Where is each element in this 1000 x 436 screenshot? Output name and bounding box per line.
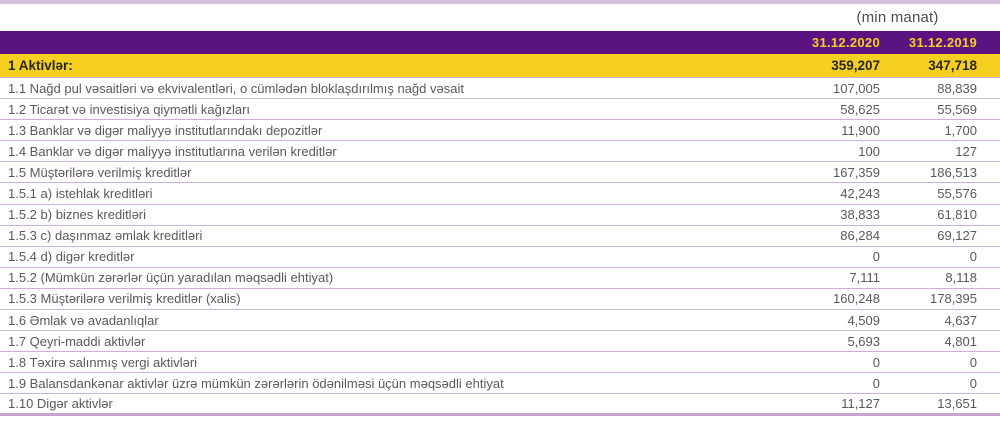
assets-total-row: 1 Aktivlər: 359,207 347,718: [0, 54, 1000, 77]
cell-2019: 178,395: [930, 291, 977, 307]
cell-2019: 61,810: [937, 207, 977, 223]
row-label: 1.5.4 d) digər kreditlər: [8, 249, 135, 265]
row-label: 1.10 Digər aktivlər: [8, 395, 113, 411]
cell-2020: 4,509: [847, 312, 880, 328]
cell-2020: 42,243: [840, 186, 880, 202]
row-label: 1.5.2 (Mümkün zərərlər üçün yaradılan mə…: [8, 270, 334, 286]
table-row: 1.5.4 d) digər kreditlər 0 0: [0, 247, 1000, 268]
table-row: 1.5.2 b) biznes kreditləri 38,833 61,810: [0, 205, 1000, 226]
table-row: 1.3 Banklar və digər maliyyə institutlar…: [0, 120, 1000, 142]
cell-2020: 58,625: [840, 101, 880, 117]
cell-2019: 69,127: [937, 228, 977, 244]
table-row: 1.1 Nağd pul vəsaitləri və ekvivalentlər…: [0, 78, 1000, 100]
table-row: 1.8 Təxirə salınmış vergi aktivləri 0 0: [0, 352, 1000, 374]
assets-total-value-2020: 359,207: [831, 58, 880, 73]
row-label: 1.5.3 c) daşınmaz əmlak kreditləri: [8, 228, 203, 244]
table-row: 1.5.3 Müştərilərə verilmiş kreditlər (xa…: [0, 289, 1000, 311]
top-divider: [0, 0, 1000, 4]
cell-2019: 4,801: [944, 333, 977, 349]
cell-2020: 160,248: [833, 291, 880, 307]
row-label: 1.2 Ticarət və investisiya qiymətli kağı…: [8, 101, 251, 117]
table-row: 1.5 Müştərilərə verilmiş kreditlər 167,3…: [0, 162, 1000, 184]
table-body: 1.1 Nağd pul vəsaitləri və ekvivalentlər…: [0, 77, 1000, 416]
column-header-2019: 31.12.2019: [908, 35, 977, 50]
table-row: 1.6 Əmlak və avadanlıqlar 4,509 4,637: [0, 310, 1000, 332]
cell-2020: 7,111: [849, 270, 880, 286]
row-label: 1.5.2 b) biznes kreditləri: [8, 207, 147, 223]
table-row: 1.5.2 (Mümkün zərərlər üçün yaradılan mə…: [0, 268, 1000, 289]
table-row: 1.7 Qeyri-maddi aktivlər 5,693 4,801: [0, 331, 1000, 353]
cell-2019: 0: [969, 249, 977, 265]
table-header-row: 31.12.2020 31.12.2019: [0, 31, 1000, 54]
cell-2020: 11,127: [841, 395, 880, 411]
cell-2020: 167,359: [833, 164, 880, 180]
cell-2019: 1,700: [944, 122, 977, 138]
cell-2019: 0: [969, 375, 977, 391]
cell-2020: 38,833: [840, 207, 880, 223]
cell-2020: 107,005: [833, 80, 880, 96]
row-label: 1.5 Müştərilərə verilmiş kreditlər: [8, 164, 192, 180]
cell-2019: 55,569: [937, 101, 977, 117]
row-label: 1.4 Banklar və digər maliyyə institutlar…: [8, 143, 337, 159]
row-label: 1.9 Balansdankənar aktivlər üzrə mümkün …: [8, 375, 504, 391]
unit-note-row: (min manat): [0, 4, 1000, 31]
cell-2020: 0: [872, 375, 880, 391]
cell-2019: 88,839: [937, 80, 977, 96]
table-row: 1.5.1 a) istehlak kreditləri 42,243 55,5…: [0, 183, 1000, 205]
row-label: 1.7 Qeyri-maddi aktivlər: [8, 333, 146, 349]
cell-2019: 4,637: [944, 312, 977, 328]
row-label: 1.8 Təxirə salınmış vergi aktivləri: [8, 354, 198, 370]
cell-2020: 0: [872, 354, 880, 370]
cell-2020: 100: [858, 143, 880, 159]
row-label: 1.5.3 Müştərilərə verilmiş kreditlər (xa…: [8, 291, 241, 307]
column-header-2020: 31.12.2020: [811, 35, 880, 50]
cell-2020: 11,900: [841, 122, 880, 138]
cell-2019: 186,513: [930, 164, 977, 180]
assets-total-value-2019: 347,718: [928, 58, 977, 73]
cell-2020: 86,284: [840, 228, 880, 244]
unit-note: (min manat): [856, 9, 939, 26]
row-label: 1.5.1 a) istehlak kreditləri: [8, 186, 153, 202]
row-label: 1.1 Nağd pul vəsaitləri və ekvivalentlər…: [8, 80, 464, 96]
cell-2020: 0: [872, 249, 880, 265]
assets-total-label: 1 Aktivlər:: [8, 58, 73, 73]
row-label: 1.3 Banklar və digər maliyyə institutlar…: [8, 122, 323, 138]
cell-2019: 127: [955, 143, 977, 159]
table-row: 1.9 Balansdankənar aktivlər üzrə mümkün …: [0, 373, 1000, 395]
table-row: 1.4 Banklar və digər maliyyə institutlar…: [0, 141, 1000, 163]
cell-2019: 55,576: [937, 186, 977, 202]
cell-2020: 5,693: [847, 333, 880, 349]
table-row: 1.10 Digər aktivlər 11,127 13,651: [0, 394, 1000, 416]
row-label: 1.6 Əmlak və avadanlıqlar: [8, 312, 159, 328]
cell-2019: 8,118: [945, 270, 977, 286]
table-row: 1.2 Ticarət və investisiya qiymətli kağı…: [0, 99, 1000, 121]
cell-2019: 0: [969, 354, 977, 370]
table-row: 1.5.3 c) daşınmaz əmlak kreditləri 86,28…: [0, 226, 1000, 247]
cell-2019: 13,651: [937, 395, 977, 411]
